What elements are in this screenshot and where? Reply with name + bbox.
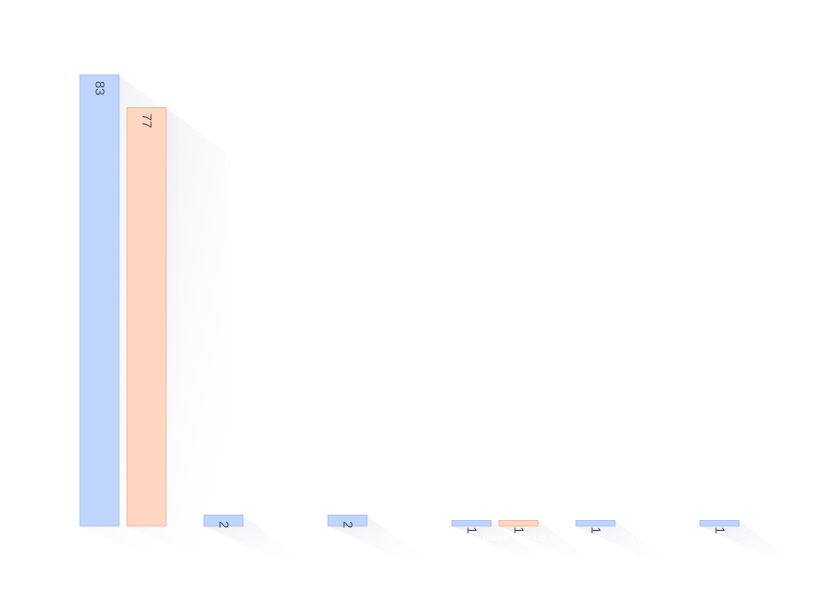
bar-shadow xyxy=(499,520,598,571)
value-label: 2 xyxy=(217,521,232,528)
category-label: Russland xyxy=(265,533,303,543)
bar xyxy=(126,107,167,527)
bar-shadow xyxy=(204,515,303,571)
bar xyxy=(575,520,616,527)
value-label: 2 xyxy=(341,521,356,528)
value-label: 83 xyxy=(93,81,108,95)
value-labels: 83 77 2 2 1 1 1 1 xyxy=(93,81,728,534)
bar xyxy=(498,520,539,527)
category-labels: Russland United States United States of Am… xyxy=(265,533,801,543)
bar-shadows xyxy=(80,75,799,571)
bar-shadow xyxy=(576,520,675,571)
bar xyxy=(699,520,740,527)
value-label: 1 xyxy=(512,527,527,534)
bar xyxy=(451,520,492,527)
bar xyxy=(79,74,120,527)
category-label: United States of America xyxy=(482,533,581,543)
bar-shadow xyxy=(328,515,427,571)
value-label: 1 xyxy=(589,527,604,534)
value-label: 77 xyxy=(140,114,155,128)
bar xyxy=(203,514,244,527)
category-label: United States xyxy=(381,533,436,543)
category-label: Deutschland xyxy=(631,533,681,543)
value-label: 1 xyxy=(465,527,480,534)
category-label: Minnesota xyxy=(759,533,801,543)
bar-shadow xyxy=(452,520,551,571)
bars xyxy=(79,74,740,527)
bar-shadow xyxy=(700,520,799,571)
value-label: 1 xyxy=(713,527,728,534)
bar xyxy=(327,514,368,527)
